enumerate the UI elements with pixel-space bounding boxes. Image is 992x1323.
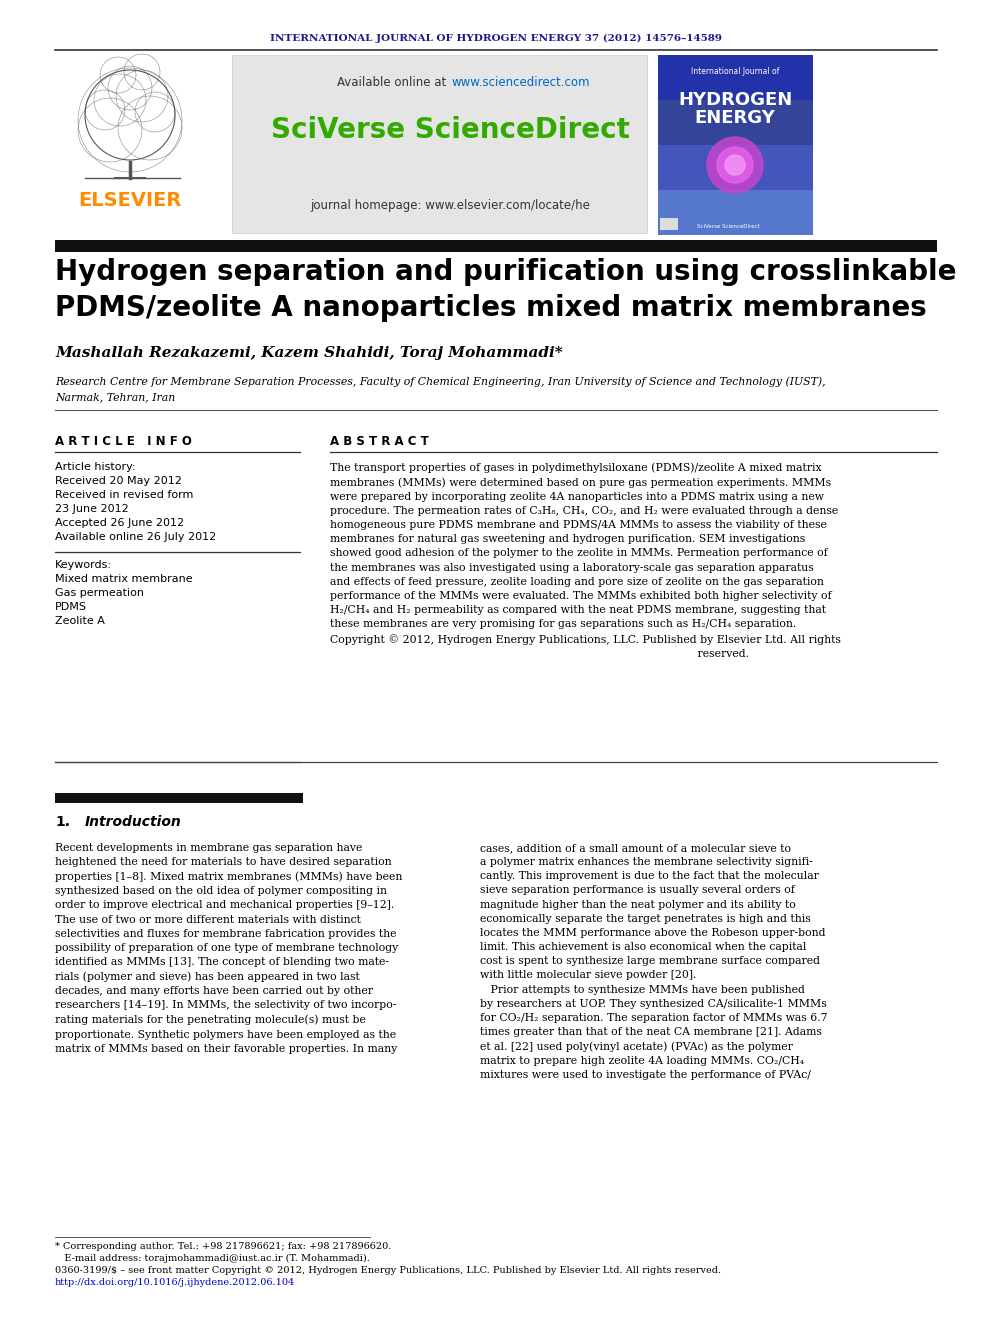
Text: Mixed matrix membrane: Mixed matrix membrane bbox=[55, 574, 192, 583]
Text: The transport properties of gases in polydimethylsiloxane (PDMS)/zeolite A mixed: The transport properties of gases in pol… bbox=[330, 462, 841, 659]
Text: ELSEVIER: ELSEVIER bbox=[78, 191, 182, 209]
Bar bbox=[658, 101, 813, 146]
Text: A B S T R A C T: A B S T R A C T bbox=[330, 435, 429, 448]
Text: SciVerse ScienceDirect: SciVerse ScienceDirect bbox=[697, 224, 760, 229]
Text: Introduction: Introduction bbox=[85, 815, 182, 830]
Text: Accepted 26 June 2012: Accepted 26 June 2012 bbox=[55, 519, 185, 528]
Text: E-mail address: torajmohammadi@iust.ac.ir (T. Mohammadi).: E-mail address: torajmohammadi@iust.ac.i… bbox=[55, 1254, 370, 1263]
Text: Research Centre for Membrane Separation Processes, Faculty of Chemical Engineeri: Research Centre for Membrane Separation … bbox=[55, 376, 825, 386]
Text: HYDROGEN: HYDROGEN bbox=[678, 91, 793, 108]
Bar bbox=[658, 56, 813, 101]
Text: 23 June 2012: 23 June 2012 bbox=[55, 504, 129, 515]
Bar bbox=[55, 792, 303, 803]
Text: journal homepage: www.elsevier.com/locate/he: journal homepage: www.elsevier.com/locat… bbox=[310, 198, 590, 212]
Text: Keywords:: Keywords: bbox=[55, 560, 112, 570]
Text: Narmak, Tehran, Iran: Narmak, Tehran, Iran bbox=[55, 392, 176, 402]
Text: cases, addition of a small amount of a molecular sieve to
a polymer matrix enhan: cases, addition of a small amount of a m… bbox=[480, 843, 827, 1081]
Bar bbox=[658, 191, 813, 235]
Text: Mashallah Rezakazemi, Kazem Shahidi, Toraj Mohammadi*: Mashallah Rezakazemi, Kazem Shahidi, Tor… bbox=[55, 347, 562, 360]
Text: SciVerse ScienceDirect: SciVerse ScienceDirect bbox=[271, 116, 630, 144]
Text: Received 20 May 2012: Received 20 May 2012 bbox=[55, 476, 182, 486]
Text: Available online at: Available online at bbox=[337, 75, 450, 89]
Bar bbox=[658, 56, 813, 233]
Text: Zeolite A: Zeolite A bbox=[55, 617, 105, 626]
Text: Recent developments in membrane gas separation have
heightened the need for mate: Recent developments in membrane gas sepa… bbox=[55, 843, 403, 1054]
Bar bbox=[232, 56, 647, 233]
Bar bbox=[660, 218, 678, 230]
Text: Available online 26 July 2012: Available online 26 July 2012 bbox=[55, 532, 216, 542]
Text: PDMS: PDMS bbox=[55, 602, 87, 613]
Bar bbox=[55, 239, 937, 251]
Text: ENERGY: ENERGY bbox=[694, 108, 776, 127]
Circle shape bbox=[725, 155, 745, 175]
Text: International Journal of: International Journal of bbox=[690, 67, 779, 77]
Text: http://dx.doi.org/10.1016/j.ijhydene.2012.06.104: http://dx.doi.org/10.1016/j.ijhydene.201… bbox=[55, 1278, 296, 1287]
Text: Hydrogen separation and purification using crosslinkable: Hydrogen separation and purification usi… bbox=[55, 258, 956, 286]
Text: * Corresponding author. Tel.: +98 217896621; fax: +98 217896620.: * Corresponding author. Tel.: +98 217896… bbox=[55, 1242, 392, 1252]
Text: Article history:: Article history: bbox=[55, 462, 136, 472]
Text: 1.: 1. bbox=[55, 815, 70, 830]
Text: 0360-3199/$ – see front matter Copyright © 2012, Hydrogen Energy Publications, L: 0360-3199/$ – see front matter Copyright… bbox=[55, 1266, 721, 1275]
Text: INTERNATIONAL JOURNAL OF HYDROGEN ENERGY 37 (2012) 14576–14589: INTERNATIONAL JOURNAL OF HYDROGEN ENERGY… bbox=[270, 33, 722, 42]
Text: Gas permeation: Gas permeation bbox=[55, 587, 144, 598]
Bar bbox=[658, 146, 813, 191]
Text: Received in revised form: Received in revised form bbox=[55, 490, 193, 500]
Text: www.sciencedirect.com: www.sciencedirect.com bbox=[452, 75, 590, 89]
Circle shape bbox=[707, 138, 763, 193]
Circle shape bbox=[717, 147, 753, 183]
Text: A R T I C L E   I N F O: A R T I C L E I N F O bbox=[55, 435, 191, 448]
Text: PDMS/zeolite A nanoparticles mixed matrix membranes: PDMS/zeolite A nanoparticles mixed matri… bbox=[55, 294, 927, 321]
